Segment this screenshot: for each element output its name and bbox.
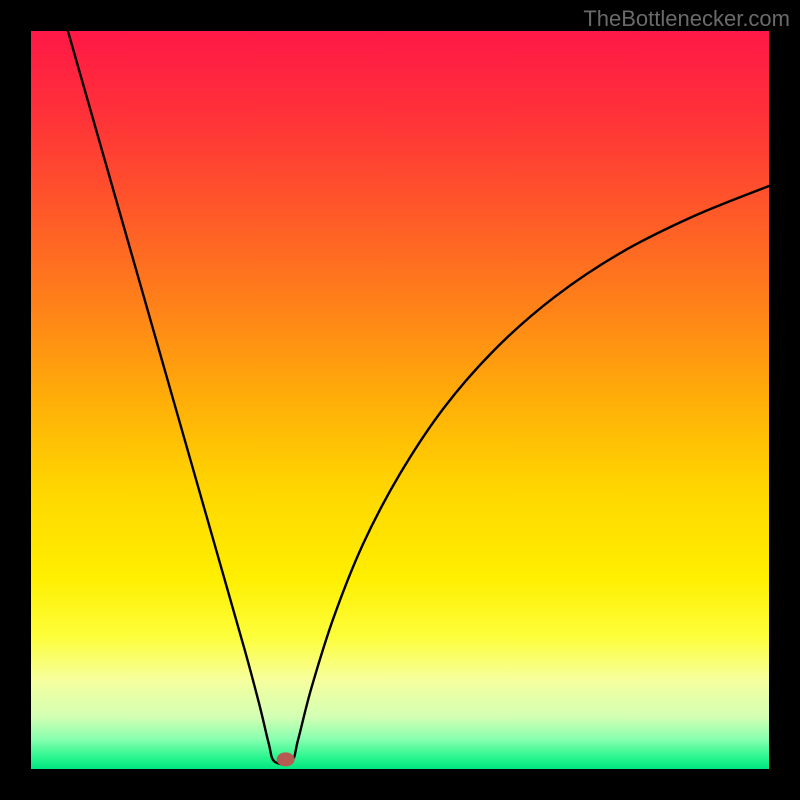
plot-svg (31, 31, 769, 769)
watermark-text: TheBottlenecker.com (583, 6, 790, 32)
plot-area (31, 31, 769, 769)
gradient-background (31, 31, 769, 769)
min-marker (277, 752, 295, 766)
chart-frame: TheBottlenecker.com (0, 0, 800, 800)
